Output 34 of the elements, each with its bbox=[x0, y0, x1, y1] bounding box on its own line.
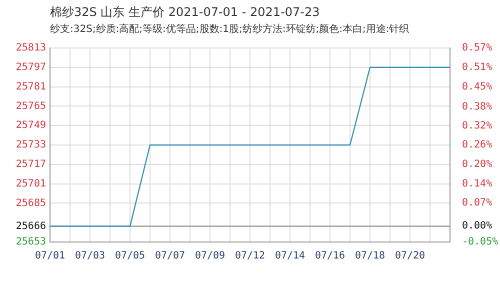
x-tick-label: 07/14 bbox=[274, 250, 306, 262]
y2-tick-label: 0.20% bbox=[462, 158, 492, 170]
chart-title: 棉纱32S 山东 生产价 2021-07-01 - 2021-07-23 bbox=[50, 4, 320, 21]
y2-tick-label: 0.14% bbox=[462, 178, 492, 190]
y2-tick-label: 0.00% bbox=[462, 220, 492, 232]
y2-tick-label: -0.05% bbox=[462, 236, 498, 248]
y-tick-label: 25685 bbox=[16, 198, 46, 209]
x-tick-label: 07/07 bbox=[154, 250, 186, 262]
y-tick-label: 25797 bbox=[16, 62, 46, 73]
y-tick-label: 25701 bbox=[16, 178, 46, 190]
x-tick-label: 07/12 bbox=[234, 250, 266, 262]
y-tick-label: 25749 bbox=[16, 120, 46, 132]
y-tick-label: 25733 bbox=[16, 140, 46, 151]
y2-tick-label: 0.51% bbox=[462, 62, 492, 74]
y2-tick-label: 0.32% bbox=[462, 120, 492, 132]
x-tick-label: 07/05 bbox=[114, 250, 146, 262]
x-tick-label: 07/18 bbox=[354, 250, 386, 262]
chart-subtitle: 纱支:32S;纱质:高配;等级:优等品;股数:1股;纺纱方法:环锭纺;颜色:本白;用途:针织 bbox=[50, 22, 410, 36]
y-tick-label: 25813 bbox=[16, 42, 46, 54]
x-tick-label: 07/09 bbox=[194, 250, 226, 262]
y2-tick-label: 0.26% bbox=[462, 140, 492, 151]
y2-tick-label: 0.07% bbox=[462, 198, 492, 209]
x-tick-label: 07/20 bbox=[394, 250, 426, 262]
x-tick-label: 07/16 bbox=[314, 250, 346, 262]
x-tick-label: 07/01 bbox=[34, 250, 66, 262]
y-tick-label: 25781 bbox=[16, 81, 46, 92]
y-tick-label: 25653 bbox=[16, 236, 46, 248]
y-tick-label: 25717 bbox=[16, 158, 46, 170]
y-tick-label: 25666 bbox=[16, 220, 46, 232]
y2-tick-label: 0.45% bbox=[462, 81, 492, 92]
y-tick-label: 25765 bbox=[16, 100, 46, 112]
y2-tick-label: 0.38% bbox=[462, 101, 492, 112]
x-tick-label: 07/03 bbox=[74, 250, 106, 262]
y2-tick-label: 0.57% bbox=[462, 42, 492, 54]
